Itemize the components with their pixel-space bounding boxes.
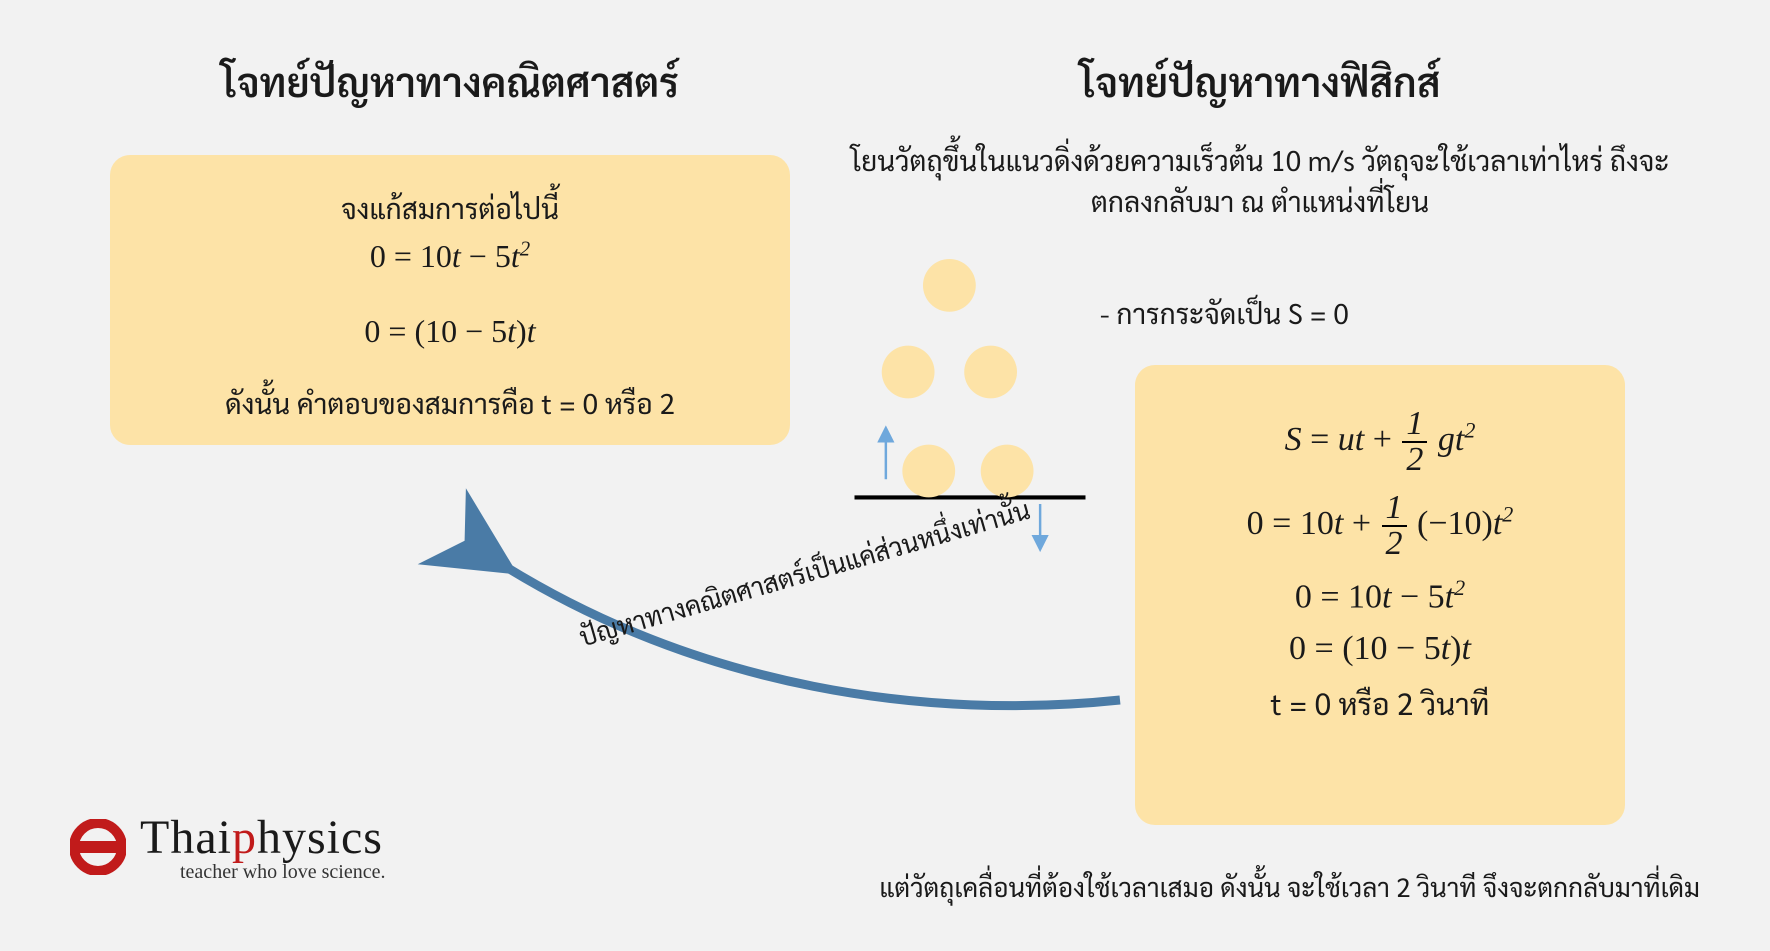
physics-title: โจทย์ปัญหาทางฟิสิกส์ (950, 55, 1570, 107)
physics-eq-2: 0 = 10t + 12 (−10)t2 (1165, 491, 1595, 561)
physics-eq-1: S = ut + 12 gt2 (1165, 407, 1595, 477)
ball-2 (981, 445, 1034, 498)
physics-note-s0: - การกระจัดเป็น S = 0 (1100, 295, 1349, 331)
logo: Thaiphysics teacher who love science. (70, 810, 385, 884)
ball-5 (923, 259, 976, 312)
up-arrow-icon (879, 428, 892, 479)
physics-conclusion: แต่วัตถุเคลื่อนที่ต้องใช้เวลาเสมอ ดังนั้… (830, 870, 1700, 904)
physics-card: S = ut + 12 gt2 0 = 10t + 12 (−10)t2 0 =… (1135, 365, 1625, 825)
ball-1 (902, 445, 955, 498)
logo-brand: Thaiphysics (140, 810, 385, 865)
logo-brand-post: hysics (257, 811, 383, 864)
physics-prompt: โยนวัตถุขึ้นในแนวดิ่งด้วยความเร็วต้น 10 … (830, 140, 1690, 221)
math-title: โจทย์ปัญหาทางคณิตศาสตร์ (140, 55, 760, 107)
down-arrow-icon (1034, 504, 1047, 549)
physics-answer: t = 0 หรือ 2 วินาที (1165, 682, 1595, 724)
math-card: จงแก้สมการต่อไปนี้ 0 = 10t − 5t2 0 = (10… (110, 155, 790, 445)
ball-3 (882, 346, 935, 399)
physics-eq-3: 0 = 10t − 5t2 (1165, 575, 1595, 616)
math-eq-2: 0 = (10 − 5t)t (140, 309, 760, 354)
ball-4 (964, 346, 1017, 399)
math-conclusion: ดังนั้น คำตอบของสมการคือ t = 0 หรือ 2 (140, 384, 760, 423)
logo-brand-p: p (232, 811, 257, 864)
arrow-label: ปัญหาทางคณิตศาสตร์เป็นแค่ส่วนหนึ่งเท่านั… (575, 492, 1033, 653)
logo-brand-pre: Thai (140, 811, 232, 864)
logo-tagline: teacher who love science. (180, 861, 385, 884)
physics-eq-4: 0 = (10 − 5t)t (1165, 630, 1595, 668)
logo-icon (70, 819, 126, 875)
math-eq-1: 0 = 10t − 5t2 (140, 234, 760, 279)
math-prompt: จงแก้สมการต่อไปนี้ (140, 189, 760, 228)
